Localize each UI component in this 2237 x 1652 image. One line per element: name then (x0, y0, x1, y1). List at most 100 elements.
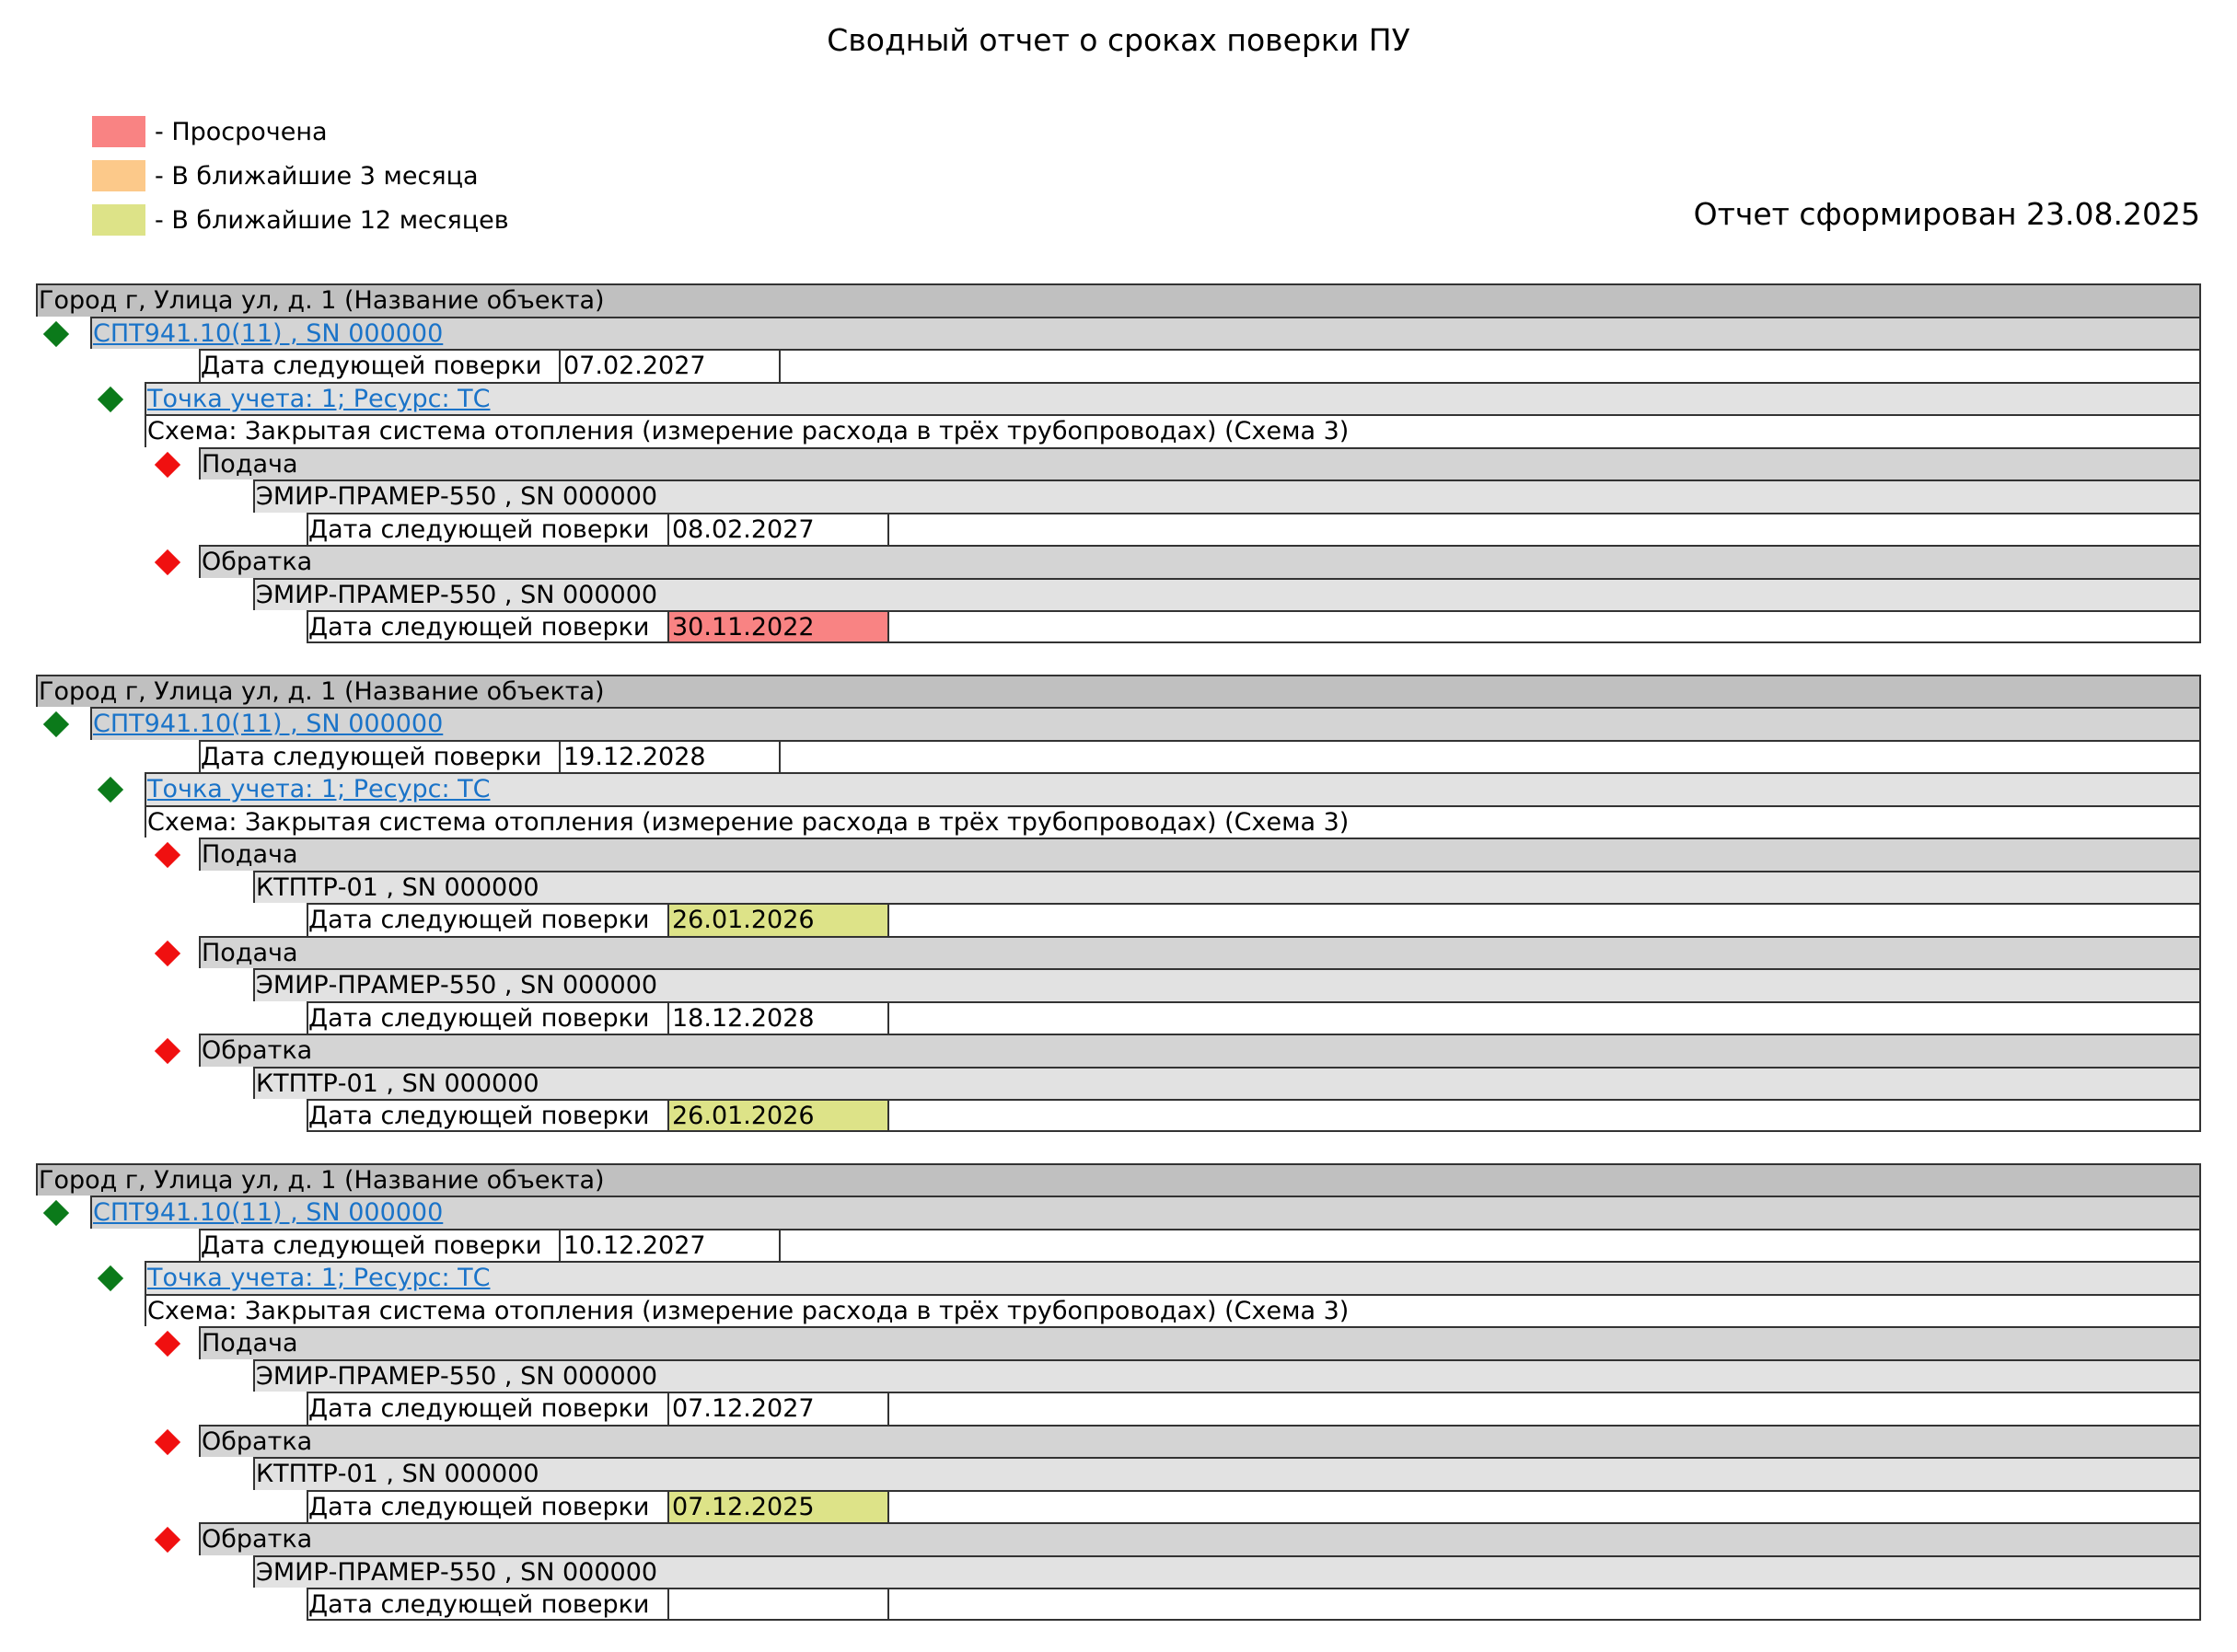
next-check-date (667, 1588, 889, 1621)
device-link[interactable]: СПТ941.10(11) , SN 000000 (93, 1198, 444, 1227)
status-alert-icon (154, 451, 181, 478)
legend-item-3-months: - В ближайшие 3 месяца (92, 154, 509, 198)
metering-point-link[interactable]: Точка учета: 1; Ресурс: ТС (147, 1264, 491, 1292)
next-check-date: 07.12.2025 (667, 1489, 889, 1522)
status-alert-icon (154, 1526, 181, 1554)
channel-name: Подача (202, 1329, 298, 1357)
meter-row: КТПТР-01 , SN 000000 (253, 1457, 2201, 1490)
next-check-label: Дата следующей поверки (308, 1102, 650, 1130)
next-check-date: 07.12.2027 (667, 1392, 889, 1425)
object-block: Город г, Улица ул, д. 1 (Название объект… (36, 1162, 2201, 1621)
metering-point-row: Точка учета: 1; Ресурс: ТС (97, 772, 2201, 805)
status-alert-icon (154, 549, 181, 576)
status-ok-icon (97, 386, 124, 412)
meter-date-row: Дата следующей поверки 30.11.2022 (307, 610, 2201, 643)
metering-point-row: Точка учета: 1; Ресурс: ТС (97, 1261, 2201, 1294)
device-link[interactable]: СПТ941.10(11) , SN 000000 (93, 318, 444, 348)
meter-date-row: Дата следующей поверки (307, 1588, 2201, 1621)
device-link[interactable]: СПТ941.10(11) , SN 000000 (93, 710, 444, 738)
meter-date-row: Дата следующей поверки 08.02.2027 (307, 512, 2201, 545)
device-date-row: Дата следующей поверки 10.12.2027 (199, 1228, 2201, 1261)
next-check-label: Дата следующей поверки (308, 1003, 650, 1033)
meter-name: ЭМИР-ПРАМЕР-550 , SN 000000 (256, 1361, 658, 1391)
next-check-label: Дата следующей поверки (308, 1492, 650, 1521)
scheme-text: Схема: Закрытая система отопления (измер… (147, 807, 1350, 837)
channel-row: Обратка (154, 1522, 2201, 1555)
next-check-date: 07.02.2027 (559, 349, 781, 382)
status-alert-icon (154, 940, 181, 966)
report-generated-date: Отчет сформирован 23.08.2025 (1693, 196, 2200, 232)
meter-date-row: Дата следующей поверки 07.12.2025 (307, 1489, 2201, 1522)
channel-row: Подача (154, 935, 2201, 968)
scheme-row: Схема: Закрытая система отопления (измер… (145, 804, 2201, 838)
object-block: Город г, Улица ул, д. 1 (Название объект… (36, 674, 2201, 1132)
object-block: Город г, Улица ул, д. 1 (Название объект… (36, 283, 2201, 643)
legend-label: - Просрочена (155, 117, 328, 146)
next-check-label: Дата следующей поверки (308, 906, 650, 934)
legend-swatch-12-months (92, 204, 145, 236)
meter-row: ЭМИР-ПРАМЕР-550 , SN 000000 (253, 479, 2201, 513)
meter-name: КТПТР-01 , SN 000000 (256, 872, 539, 902)
legend-swatch-3-months (92, 160, 145, 191)
status-ok-icon (97, 1265, 124, 1292)
channel-name: Обратка (202, 1427, 313, 1456)
report-title: Сводный отчет о сроках поверки ПУ (827, 22, 1410, 58)
next-check-date: 26.01.2026 (667, 1099, 889, 1132)
status-alert-icon (154, 1037, 181, 1065)
next-check-label: Дата следующей поверки (201, 1230, 542, 1260)
next-check-label: Дата следующей поверки (308, 1590, 650, 1619)
channel-row: Обратка (154, 545, 2201, 578)
channel-name: Подача (202, 840, 298, 869)
channel-row: Обратка (154, 1424, 2201, 1457)
metering-point-link[interactable]: Точка учета: 1; Ресурс: ТС (147, 384, 491, 413)
status-ok-icon (42, 320, 70, 347)
object-name: Город г, Улица ул, д. 1 (Название объект… (39, 676, 605, 706)
channel-name: Обратка (202, 1525, 313, 1554)
device-date-row: Дата следующей поверки 07.02.2027 (199, 349, 2201, 382)
object-name: Город г, Улица ул, д. 1 (Название объект… (39, 286, 605, 315)
channel-name: Подача (202, 449, 298, 479)
metering-point-link[interactable]: Точка учета: 1; Ресурс: ТС (147, 775, 491, 803)
scheme-text: Схема: Закрытая система отопления (измер… (147, 417, 1350, 445)
next-check-date: 26.01.2026 (667, 903, 889, 936)
channel-row: Подача (154, 446, 2201, 479)
device-row: СПТ941.10(11) , SN 000000 (42, 1196, 2201, 1229)
meter-date-row: Дата следующей поверки 07.12.2027 (307, 1392, 2201, 1425)
meter-name: ЭМИР-ПРАМЕР-550 , SN 000000 (256, 580, 658, 609)
status-alert-icon (154, 841, 181, 869)
next-check-date: 10.12.2027 (559, 1228, 781, 1261)
object-row: Город г, Улица ул, д. 1 (Название объект… (36, 283, 2201, 317)
legend-item-12-months: - В ближайшие 12 месяцев (92, 198, 509, 242)
device-row: СПТ941.10(11) , SN 000000 (42, 707, 2201, 740)
meter-date-row: Дата следующей поверки 18.12.2028 (307, 1000, 2201, 1034)
meter-row: ЭМИР-ПРАМЕР-550 , SN 000000 (253, 968, 2201, 1001)
meter-name: КТПТР-01 , SN 000000 (256, 1069, 539, 1098)
status-alert-icon (154, 1330, 181, 1357)
next-check-label: Дата следующей поверки (308, 514, 650, 544)
channel-row: Обратка (154, 1034, 2201, 1067)
channel-name: Обратка (202, 1036, 313, 1065)
legend-swatch-overdue (92, 116, 145, 147)
meter-name: ЭМИР-ПРАМЕР-550 , SN 000000 (256, 1557, 658, 1587)
report-body: Город г, Улица ул, д. 1 (Название объект… (36, 283, 2201, 1652)
legend-item-overdue: - Просрочена (92, 110, 509, 154)
status-ok-icon (42, 1199, 70, 1227)
next-check-label: Дата следующей поверки (308, 613, 650, 641)
status-ok-icon (42, 710, 70, 738)
next-check-date: 18.12.2028 (667, 1000, 889, 1034)
device-row: СПТ941.10(11) , SN 000000 (42, 316, 2201, 349)
meter-date-row: Дата следующей поверки 26.01.2026 (307, 903, 2201, 936)
channel-row: Подача (154, 838, 2201, 871)
legend-label: - В ближайшие 12 месяцев (155, 205, 509, 235)
object-row: Город г, Улица ул, д. 1 (Название объект… (36, 674, 2201, 707)
meter-name: КТПТР-01 , SN 000000 (256, 1460, 539, 1488)
meter-name: ЭМИР-ПРАМЕР-550 , SN 000000 (256, 971, 658, 999)
meter-row: ЭМИР-ПРАМЕР-550 , SN 000000 (253, 1554, 2201, 1588)
object-name: Город г, Улица ул, д. 1 (Название объект… (39, 1165, 605, 1195)
channel-row: Подача (154, 1326, 2201, 1359)
channel-name: Подача (202, 938, 298, 967)
meter-name: ЭМИР-ПРАМЕР-550 , SN 000000 (256, 482, 658, 511)
meter-date-row: Дата следующей поверки 26.01.2026 (307, 1099, 2201, 1132)
device-date-row: Дата следующей поверки 19.12.2028 (199, 739, 2201, 772)
next-check-date: 08.02.2027 (667, 512, 889, 545)
